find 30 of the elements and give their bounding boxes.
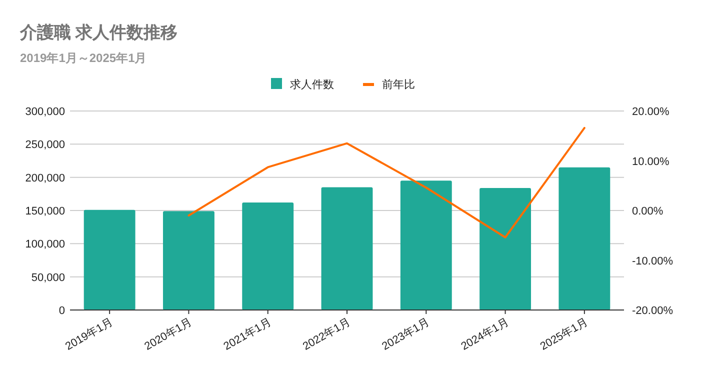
y2-tick-label: 20.00% — [632, 106, 670, 118]
chart-title: 介護職 求人件数推移 — [19, 23, 178, 42]
bar — [321, 187, 373, 310]
y-tick-label: 250,000 — [25, 139, 65, 152]
y2-tick-label: 10.00% — [632, 156, 670, 168]
x-tick-label: 2025年1月 — [538, 316, 590, 353]
x-tick-label: 2021年1月 — [222, 316, 274, 353]
y2-tick-label: -10.00% — [632, 255, 674, 268]
bar — [480, 188, 532, 310]
y-tick-label: 100,000 — [25, 238, 65, 251]
y2-tick-label: 0.00% — [632, 206, 664, 218]
y-tick-label: 300,000 — [25, 106, 65, 118]
x-tick-label: 2024年1月 — [459, 316, 511, 353]
x-tick-label: 2022年1月 — [300, 316, 352, 353]
bar — [242, 202, 294, 310]
bar — [400, 180, 452, 310]
x-tick-label: 2023年1月 — [380, 316, 432, 353]
y-tick-label: 200,000 — [25, 172, 65, 184]
y-tick-label: 0 — [58, 305, 65, 317]
bar — [162, 211, 214, 310]
legend-label: 前年比 — [382, 78, 415, 91]
y2-tick-label: -20.00% — [632, 305, 674, 317]
legend-label: 求人件数 — [290, 78, 334, 91]
y-tick-label: 50,000 — [31, 272, 65, 284]
x-tick-label: 2019年1月 — [64, 316, 116, 353]
bar — [84, 210, 136, 310]
chart-subtitle: 2019年1月～2025年1月 — [20, 51, 147, 65]
x-tick-label: 2020年1月 — [142, 316, 194, 353]
bar — [558, 167, 610, 310]
y-tick-label: 150,000 — [25, 206, 65, 218]
